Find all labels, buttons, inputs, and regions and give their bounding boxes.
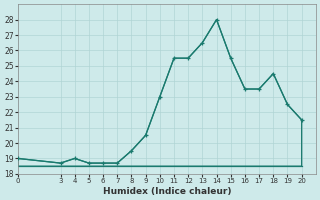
X-axis label: Humidex (Indice chaleur): Humidex (Indice chaleur) [103,187,231,196]
